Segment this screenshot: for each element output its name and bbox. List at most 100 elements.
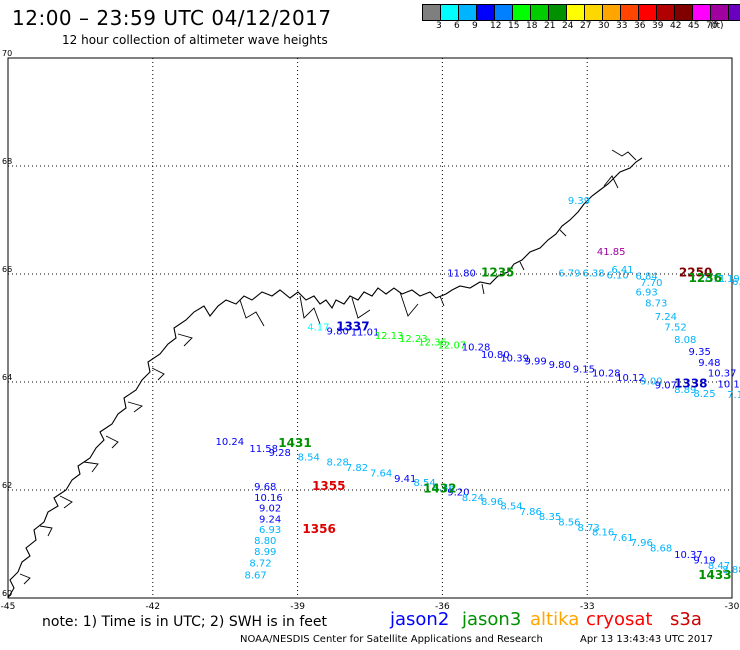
wave-height-value: 10.28 [462,343,491,354]
color-swatch [567,5,585,20]
wave-height-value: 6.84 [635,271,657,282]
wave-height-value: 8.80 [254,536,276,547]
wave-height-value: 6.41 [611,265,633,276]
wave-height-value: 9.99 [524,357,546,368]
wave-height-value: 9.19 [693,555,715,566]
color-legend-tick: 33 [616,21,628,31]
latitude-tick-label: 70 [2,49,12,58]
color-legend-bar [422,4,740,21]
coastline-fjords [19,149,637,585]
wave-height-value: 6.38 [582,269,604,280]
color-legend-tick: 6 [454,21,460,31]
color-legend-tick: 24 [562,21,574,31]
color-swatch [513,5,531,20]
color-swatch [693,5,711,20]
color-legend-tick: 21 [544,21,556,31]
color-swatch [711,5,729,20]
wave-height-value: 7.24 [655,312,677,323]
wave-height-value: 7.82 [346,463,368,474]
latitude-tick-label: 60 [2,589,12,598]
wave-height-value: 6.4 [732,277,740,288]
wave-height-value: 9.35 [689,347,711,358]
satellite-legend-jason3: jason3 [462,609,522,630]
latitude-tick-label: 62 [2,481,12,490]
wave-height-value: 6.93 [635,288,657,299]
latitude-tick-label: 64 [2,373,12,382]
track-time-label: 1236 [689,271,722,285]
wave-height-value: 11.58 [249,444,278,455]
wave-height-value: 12.07 [438,341,467,352]
longitude-tick-label: -39 [290,602,305,612]
wave-height-value: 11.80 [447,269,476,280]
map-frame [7,57,733,599]
color-legend-tick: 39 [652,21,664,31]
wave-height-value: 10.39 [500,353,529,364]
track-time-label: 1338 [674,376,707,390]
wave-height-value: 7.86 [520,507,542,518]
longitude-tick-label: -33 [580,602,595,612]
track-time-label: 1337 [336,320,369,334]
wave-height-value: 7.61 [611,533,633,544]
color-legend-tick: 27 [580,21,592,31]
wave-height-value: 8.72 [249,559,271,570]
satellite-legend-jason2: jason2 [390,609,450,630]
wave-height-value: 12.13 [375,331,404,342]
color-swatch [657,5,675,20]
wave-height-value: 8.68 [650,544,672,555]
wave-height-value: 10.16 [254,493,283,504]
wave-height-value: 9.00 [640,377,662,388]
wave-height-value: 8.67 [245,571,267,582]
wave-height-value: 7.52 [664,323,686,334]
wave-height-value: 8.88 [722,565,740,576]
wave-height-value: 10.12 [616,373,645,384]
color-legend-unit: (ft) [710,21,724,31]
wave-height-value: 8.35 [539,512,561,523]
coastline-path [7,157,643,599]
wave-height-value: 9.80 [549,360,571,371]
map-subtitle: 12 hour collection of altimeter wave hei… [62,33,328,47]
wave-height-value: 9.41 [394,474,416,485]
lat-lon-grid [7,57,733,599]
wave-height-value: 7.70 [640,278,662,289]
wave-height-value: 6.93 [259,525,281,536]
color-legend-tick: 70 [706,21,718,31]
color-legend-tick: 18 [526,21,538,31]
color-swatch [639,5,657,20]
color-legend-tick: 42 [670,21,682,31]
color-swatch [675,5,693,20]
wave-height-value: 10.37 [674,550,703,561]
wave-height-value: 41.85 [597,247,626,258]
longitude-tick-label: -36 [435,602,450,612]
footer-note: note: 1) Time is in UTC; 2) SWH is in fe… [42,614,328,630]
latitude-labels: 70 68 66 64 62 60 [2,49,12,598]
wave-height-value: 7.19 [718,274,740,285]
wave-height-value: 10.80 [481,350,510,361]
wave-height-value: 4.17 [307,323,329,334]
footer-credit: NOAA/NESDIS Center for Satellite Applica… [240,634,543,645]
wave-height-value: 6.10 [607,270,629,281]
wave-height-values: 9.39 41.85 11.80 6.79 6.38 6.10 6.846.41 7.70 7.… [216,196,740,582]
wave-height-value: 9.15 [573,364,595,375]
color-swatch [729,5,740,20]
color-legend-tick: 45 [688,21,700,31]
longitude-tick-label: -30 [725,602,740,612]
wave-height-value: 10.37 [708,369,737,380]
color-swatch [621,5,639,20]
wave-height-value: 8.96 [481,497,503,508]
wave-height-value: 8.54 [298,452,320,463]
wave-height-value: 9.80 [327,326,349,337]
wave-height-value: 9.68 [254,482,276,493]
satellite-legend-altika: altika [530,609,580,630]
color-swatch [441,5,459,20]
color-swatch [549,5,567,20]
wave-height-value: 9.07 [655,380,677,391]
wave-height-value: 12.23 [399,334,428,345]
wave-height-value: 11.01 [351,328,380,339]
wave-height-value: 8.28 [327,458,349,469]
track-time-label: 1355 [312,479,345,493]
wave-height-value: 8.46 [433,483,455,494]
satellite-legend-cryosat: cryosat [586,609,653,630]
color-swatch [459,5,477,20]
